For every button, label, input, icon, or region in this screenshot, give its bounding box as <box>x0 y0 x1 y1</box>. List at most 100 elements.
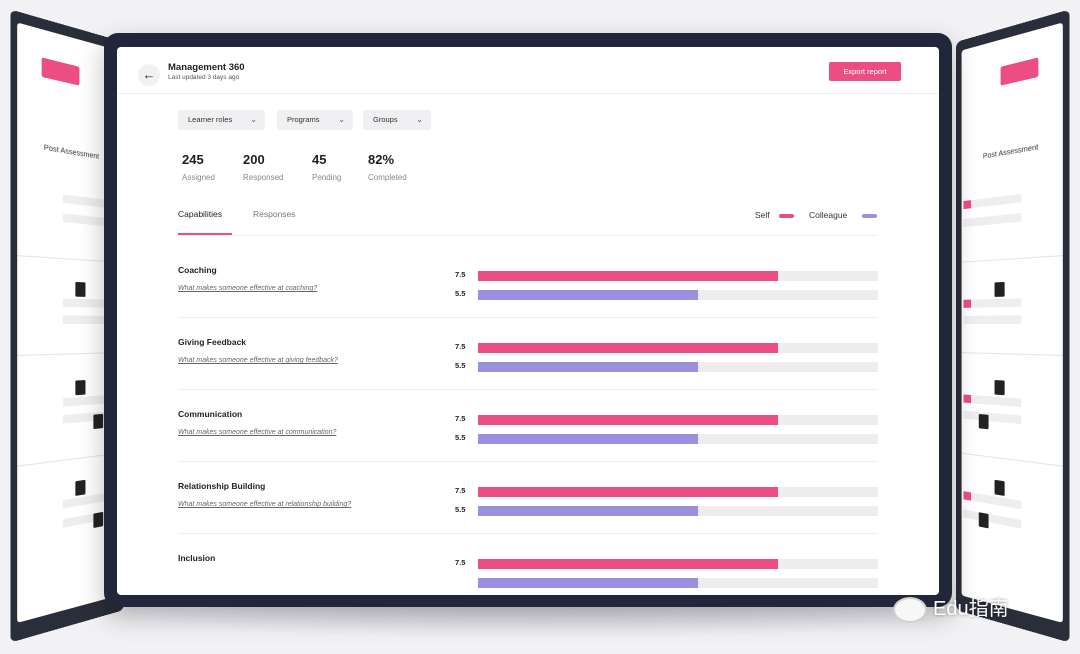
self-score: 7.5 <box>455 342 466 351</box>
legend-label: Self <box>755 210 770 220</box>
tab-capabilities[interactable]: Capabilities <box>178 209 222 219</box>
filter-groups[interactable]: Groups ⌄ <box>363 110 431 130</box>
right-side-bar <box>963 315 1022 324</box>
self-score: 7.5 <box>455 270 466 279</box>
capability-question-link[interactable]: What makes someone effective at coaching… <box>178 285 318 292</box>
right-side-panel: Post Assessment <box>956 9 1070 643</box>
export-report-button[interactable]: Export report <box>829 62 901 81</box>
watermark: Edu指南 <box>893 592 1009 623</box>
right-side-marker <box>994 281 1005 297</box>
capability-name: Coaching <box>178 265 217 275</box>
right-side-separator <box>961 255 1063 263</box>
colleague-bar-track <box>478 506 878 516</box>
chevron-down-icon: ⌄ <box>338 115 345 124</box>
left-side-marker <box>75 281 86 297</box>
stat-value: 45 <box>312 152 327 167</box>
last-updated: Last updated 3 days ago <box>168 74 240 81</box>
legend-colleague: Colleague <box>809 210 877 220</box>
capability-row: Giving Feedback What makes someone effect… <box>178 317 878 389</box>
self-bar <box>478 487 778 497</box>
legend-swatch <box>779 214 794 218</box>
row-separator <box>178 317 878 318</box>
self-score: 7.5 <box>455 558 466 567</box>
capability-name: Inclusion <box>178 553 216 563</box>
filter-learner-roles[interactable]: Learner roles ⌄ <box>178 110 265 130</box>
self-bar-track <box>478 559 878 569</box>
stat-completed: 82% Completed <box>368 152 407 182</box>
colleague-bar-track <box>478 290 878 300</box>
legend-self: Self <box>755 210 794 220</box>
row-separator <box>178 389 878 390</box>
self-score: 7.5 <box>455 486 466 495</box>
filter-label: Groups <box>373 115 398 124</box>
capability-question-link[interactable]: What makes someone effective at relation… <box>178 501 352 508</box>
self-bar-track <box>478 343 878 353</box>
self-bar <box>478 271 778 281</box>
stat-value: 200 <box>243 152 265 167</box>
colleague-bar <box>478 506 698 516</box>
stat-responsed: 200 Responsed <box>243 152 283 182</box>
stat-label: Completed <box>368 173 407 182</box>
self-bar <box>478 343 778 353</box>
capability-question-link[interactable]: What makes someone effective at communic… <box>178 429 337 436</box>
arrow-left-icon: ← <box>142 67 156 82</box>
tab-responses[interactable]: Responses <box>253 209 296 219</box>
right-side-screen: Post Assessment <box>961 22 1063 623</box>
right-side-marker <box>994 479 1005 496</box>
device-frame: ← Management 360 Last updated 3 days ago… <box>104 33 952 607</box>
back-button[interactable]: ← <box>138 64 160 86</box>
left-side-export-button <box>41 57 80 86</box>
capability-name: Relationship Building <box>178 481 266 491</box>
right-side-marker <box>978 512 989 529</box>
active-tab-indicator <box>178 233 232 235</box>
app-screen: ← Management 360 Last updated 3 days ago… <box>117 47 939 595</box>
right-side-marker <box>978 413 989 430</box>
colleague-bar-track <box>478 434 878 444</box>
self-score: 7.5 <box>455 414 466 423</box>
capability-row: Coaching What makes someone effective at … <box>178 245 878 317</box>
right-side-export-button <box>1000 57 1039 86</box>
legend-label: Colleague <box>809 210 848 220</box>
filter-programs[interactable]: Programs ⌄ <box>277 110 353 130</box>
tab-divider <box>178 235 878 236</box>
right-side-bar <box>963 213 1022 228</box>
right-side-bar <box>963 410 1022 425</box>
colleague-bar-track <box>478 362 878 372</box>
stat-value: 245 <box>182 152 204 167</box>
colleague-bar <box>478 578 698 588</box>
legend-swatch <box>862 214 877 218</box>
capability-question-link[interactable]: What makes someone effective at giving f… <box>178 357 338 364</box>
colleague-bar-track <box>478 578 878 588</box>
right-side-marker <box>994 380 1005 396</box>
self-bar-track <box>478 487 878 497</box>
colleague-bar <box>478 434 698 444</box>
wechat-icon <box>893 596 927 623</box>
filter-label: Learner roles <box>188 115 233 124</box>
stat-label: Assigned <box>182 173 215 182</box>
stat-assigned: 245 Assigned <box>182 152 215 182</box>
row-separator <box>178 461 878 462</box>
left-side-marker <box>75 380 86 396</box>
stat-label: Pending <box>312 173 342 182</box>
colleague-bar <box>478 362 698 372</box>
right-side-bar <box>963 491 1022 510</box>
right-side-separator <box>961 452 1063 467</box>
colleague-score: 5.5 <box>455 361 466 370</box>
colleague-bar <box>478 290 698 300</box>
right-side-separator <box>961 352 1063 356</box>
chevron-down-icon: ⌄ <box>250 115 257 124</box>
watermark-text: Edu指南 <box>933 598 1009 620</box>
self-bar-track <box>478 415 878 425</box>
colleague-score: 5.5 <box>455 505 466 514</box>
colleague-score: 5.5 <box>455 289 466 298</box>
right-side-bar <box>963 509 1022 529</box>
left-side-marker <box>75 479 86 496</box>
chevron-down-icon: ⌄ <box>416 115 423 124</box>
colleague-score: 5.5 <box>455 433 466 442</box>
left-side-marker <box>93 413 104 430</box>
left-side-marker <box>93 511 104 529</box>
right-side-bar <box>963 394 1022 408</box>
capability-row: Communication What makes someone effectiv… <box>178 389 878 461</box>
capability-name: Communication <box>178 409 243 419</box>
header: ← Management 360 Last updated 3 days ago… <box>117 47 939 94</box>
